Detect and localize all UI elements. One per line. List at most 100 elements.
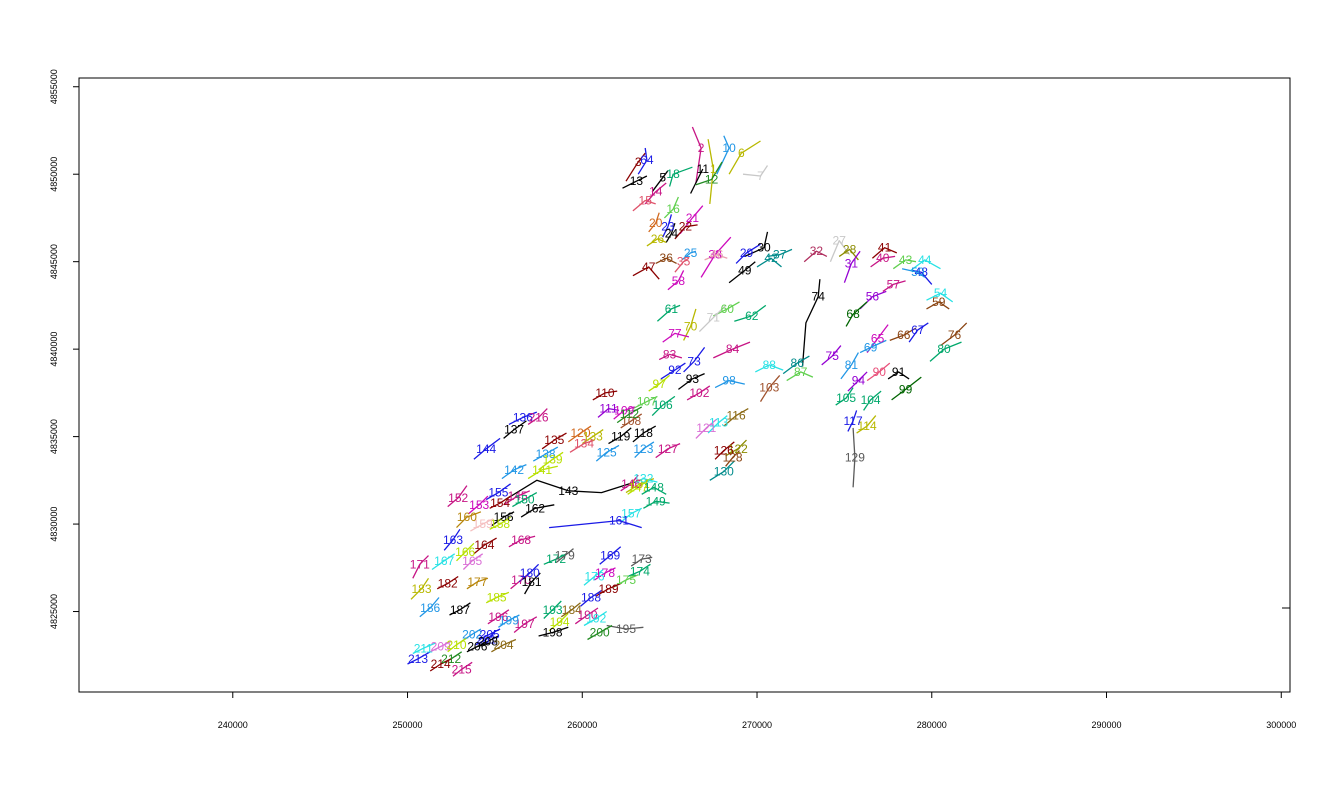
stream-segment-label: 167 [434, 554, 454, 568]
stream-segment-label: 3 [635, 155, 642, 169]
stream-segment-line [744, 231, 769, 257]
stream-segment-line [634, 441, 655, 459]
stream-segment-label: 36 [660, 251, 674, 265]
stream-segment-label: 192 [586, 612, 606, 626]
stream-segment-label: 10 [722, 141, 736, 155]
stream-segment-label: 41 [878, 241, 892, 255]
stream-segment-line [714, 441, 735, 460]
stream-segment-label: 201 [476, 633, 496, 647]
stream-segment-line [489, 495, 511, 509]
stream-segment-line [847, 410, 858, 432]
stream-segment-line [668, 166, 693, 187]
stream-segment-line [583, 610, 608, 627]
stream-segment-label: 56 [866, 290, 880, 304]
stream-segment-label: 103 [759, 381, 779, 395]
stream-segment-line [667, 270, 685, 291]
y-tick-label: 4835000 [49, 419, 59, 454]
stream-segment-line [707, 139, 714, 204]
stream-segment-line [491, 511, 515, 527]
stream-segment-line [592, 390, 618, 401]
stream-segment-label: 97 [653, 377, 667, 391]
stream-segment-label: 176 [584, 570, 604, 584]
stream-segment-label: 20 [649, 216, 663, 230]
stream-segment-label: 7 [757, 169, 764, 183]
stream-segment-line [871, 247, 898, 259]
stream-segment-line [625, 152, 646, 182]
stream-segment-line [485, 483, 511, 501]
y-tick-label: 4830000 [49, 507, 59, 542]
stream-segment-line [622, 175, 648, 189]
stream-segment-label: 171 [410, 557, 430, 571]
stream-segment-label: 14 [649, 185, 663, 199]
stream-segment-line [665, 222, 676, 243]
stream-segment-line [543, 600, 562, 619]
stream-segment-line [734, 304, 767, 322]
stream-segment-line [782, 355, 810, 375]
stream-segment-label: 119 [611, 430, 630, 444]
stream-segment-label: 131 [630, 477, 650, 491]
stream-segment-label: 24 [665, 227, 679, 241]
stream-segment-label: 76 [948, 328, 962, 342]
x-tick-label: 240000 [218, 720, 248, 730]
stream-segment-line [541, 432, 567, 450]
stream-segment-label: 102 [689, 386, 709, 400]
stream-segment-line [651, 170, 669, 193]
stream-segment-label: 185 [487, 591, 507, 605]
stream-segment-line [643, 500, 670, 509]
stream-segment-line [627, 478, 651, 495]
stream-segment-line [713, 341, 751, 359]
stream-segment-line [613, 406, 635, 420]
y-tick-label: 4845000 [49, 244, 59, 279]
stream-segment-label: 42 [764, 251, 778, 265]
stream-segment-line [410, 577, 430, 600]
stream-segment-label: 118 [634, 426, 653, 440]
stream-segment-label: 200 [590, 626, 610, 640]
stream-segment-line [632, 266, 660, 280]
stream-segment-label: 88 [763, 358, 777, 372]
stream-segment-label: 165 [462, 554, 482, 568]
segment-labels: 1235671011121314151618212220232426252728… [408, 141, 962, 676]
stream-segment-line [728, 140, 761, 175]
stream-segment-label: 111 [599, 402, 618, 416]
stream-segment-label: 1 [710, 162, 717, 176]
stream-segment-label: 127 [658, 442, 678, 456]
stream-segment-line [901, 268, 926, 278]
stream-segment-label: 215 [452, 662, 472, 676]
stream-segment-line [630, 477, 658, 485]
stream-segment-label: 204 [494, 638, 514, 652]
stream-segment-label: 146 [621, 477, 641, 491]
stream-segment-label: 86 [791, 356, 805, 370]
stream-segment-label: 70 [684, 319, 698, 333]
stream-segment-label: 125 [597, 445, 617, 459]
stream-segment-line [419, 597, 440, 618]
stream-segment-label: 105 [836, 391, 856, 405]
stream-segment-label: 29 [740, 246, 754, 260]
stream-segment-label: 99 [899, 382, 913, 396]
stream-segment-label: 107 [637, 395, 657, 409]
stream-segment-line [892, 259, 917, 270]
stream-segment-label: 138 [536, 447, 556, 461]
stream-segment-label: 37 [773, 248, 787, 262]
stream-segment-label: 75 [826, 349, 840, 363]
stream-segment-label: 143 [558, 484, 578, 498]
stream-segment-line [513, 616, 538, 634]
stream-segment-label: 98 [722, 374, 736, 388]
stream-segment-label: 16 [666, 202, 680, 216]
stream-segment-line [910, 259, 941, 271]
stream-segment-line [630, 556, 653, 567]
stream-segment-label: 136 [513, 410, 533, 424]
y-axis: 4825000 4830000 4835000 4840000 4845000 48500… [49, 69, 79, 629]
stream-segment-label: 120 [570, 426, 590, 440]
stream-segment-label: 149 [646, 494, 666, 508]
stream-segment-line [656, 304, 681, 322]
stream-segment-label: 148 [644, 480, 664, 494]
stream-segment-label: 199 [499, 613, 519, 627]
stream-segment-line [468, 495, 489, 515]
stream-segment-label: 26 [651, 232, 665, 246]
x-tick-label: 250000 [393, 720, 423, 730]
stream-segment-line [646, 238, 667, 247]
stream-segment-label: 83 [663, 347, 677, 361]
stream-segment-line [594, 567, 616, 581]
y-tick-label: 4855000 [49, 69, 59, 104]
stream-segment-line [908, 322, 929, 343]
